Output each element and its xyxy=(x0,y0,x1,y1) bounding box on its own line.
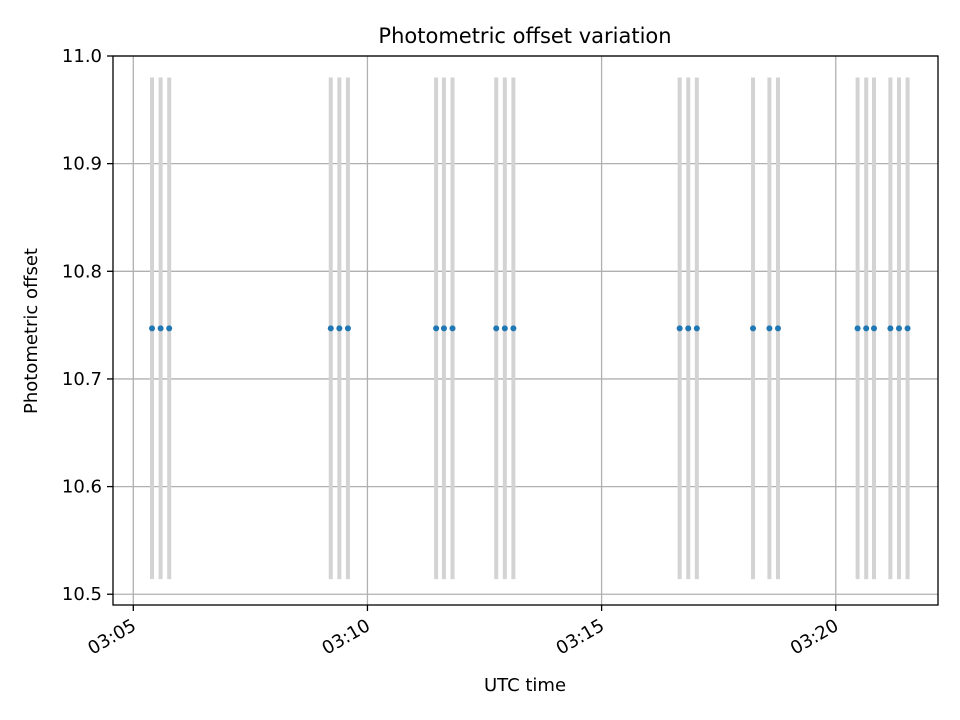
data-point xyxy=(676,325,683,332)
data-point xyxy=(895,325,902,332)
data-point xyxy=(863,325,870,332)
data-point xyxy=(449,325,456,332)
data-point xyxy=(327,325,334,332)
data-point xyxy=(766,325,773,332)
y-tick-label: 10.7 xyxy=(62,369,102,390)
y-tick-label: 10.5 xyxy=(62,584,102,605)
data-point xyxy=(501,325,508,332)
data-point xyxy=(157,325,164,332)
data-point xyxy=(887,325,894,332)
data-point xyxy=(510,325,517,332)
x-axis-title: UTC time xyxy=(484,675,566,696)
data-point xyxy=(440,325,447,332)
data-point xyxy=(904,325,911,332)
data-point xyxy=(149,325,156,332)
data-point xyxy=(433,325,440,332)
plot-frame xyxy=(112,55,939,606)
data-point-layer xyxy=(149,325,911,332)
data-point xyxy=(685,325,692,332)
data-point xyxy=(854,325,861,332)
y-tick-label: 10.8 xyxy=(62,261,102,282)
data-point xyxy=(774,325,781,332)
y-tick-label: 11.0 xyxy=(62,46,102,67)
data-point xyxy=(336,325,343,332)
y-axis: 10.5 10.6 10.7 10.8 10.9 11.0 xyxy=(62,46,113,605)
data-point xyxy=(344,325,351,332)
y-axis-title: Photometric offset xyxy=(21,248,42,414)
data-point xyxy=(166,325,173,332)
data-point xyxy=(493,325,500,332)
chart-title: Photometric offset variation xyxy=(378,24,671,48)
y-tick-label: 10.6 xyxy=(62,477,102,498)
y-tick-label: 10.9 xyxy=(62,154,102,175)
data-point xyxy=(693,325,700,332)
data-point xyxy=(750,325,757,332)
data-point xyxy=(870,325,877,332)
